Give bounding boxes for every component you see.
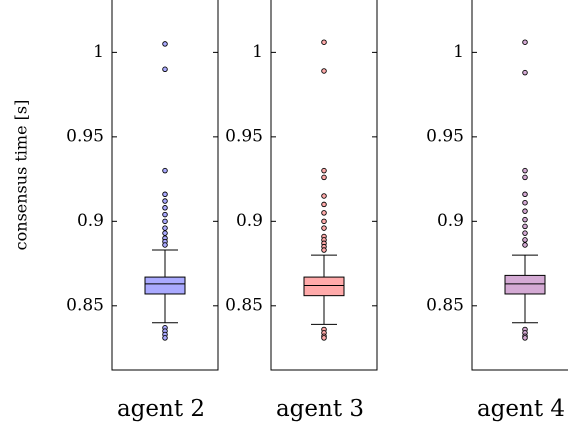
outlier	[162, 41, 168, 47]
outlier	[162, 218, 168, 225]
outlier	[162, 335, 168, 341]
y-tick-label: 0.9	[437, 211, 464, 231]
y-tick-label: 0.85	[66, 295, 104, 315]
outlier	[162, 191, 168, 198]
x-axis-label: agent 4	[477, 396, 565, 422]
outlier	[162, 198, 168, 204]
y-tick-label: 1	[252, 42, 263, 62]
outlier	[522, 39, 528, 45]
outlier	[162, 242, 168, 248]
y-tick-label: 0.85	[426, 295, 464, 315]
outlier	[522, 69, 528, 76]
outlier	[162, 230, 168, 236]
x-axis-label: agent 2	[117, 396, 205, 422]
outlier	[321, 167, 327, 174]
outlier	[321, 68, 327, 74]
outlier	[162, 167, 168, 174]
outlier	[321, 193, 327, 199]
y-tick-label: 0.95	[225, 126, 263, 146]
outlier	[522, 223, 528, 230]
box	[144, 276, 186, 295]
y-tick-label: 1	[453, 42, 464, 62]
outlier	[162, 211, 168, 218]
x-axis-label: agent 3	[276, 396, 364, 422]
outlier	[321, 225, 327, 231]
outlier	[522, 237, 528, 243]
outlier	[162, 225, 168, 231]
outlier	[321, 39, 327, 45]
outlier	[522, 199, 528, 206]
outlier	[522, 242, 528, 248]
y-tick-label: 0.9	[77, 211, 104, 231]
outlier	[522, 216, 528, 223]
outlier	[522, 174, 528, 181]
box	[504, 274, 546, 295]
y-tick-label: 1	[93, 42, 104, 62]
plot-frame	[111, 0, 219, 371]
outlier	[321, 218, 327, 225]
y-axis-label: consensus time [s]	[12, 100, 31, 251]
outlier	[522, 230, 528, 236]
plot-frame	[471, 0, 568, 371]
outlier	[522, 208, 528, 214]
y-tick-label: 0.95	[426, 126, 464, 146]
outlier	[321, 247, 327, 253]
outlier	[321, 174, 327, 181]
y-tick-label: 0.85	[225, 295, 263, 315]
outlier	[522, 167, 528, 174]
plot-frame	[270, 0, 378, 371]
box	[303, 276, 345, 297]
y-tick-label: 0.9	[236, 211, 263, 231]
outlier	[162, 205, 168, 211]
outlier	[162, 66, 168, 73]
outlier	[522, 191, 528, 198]
outlier	[321, 201, 327, 208]
y-tick-label: 0.95	[66, 126, 104, 146]
outlier	[321, 210, 327, 216]
outlier	[321, 335, 327, 341]
outlier	[522, 335, 528, 341]
